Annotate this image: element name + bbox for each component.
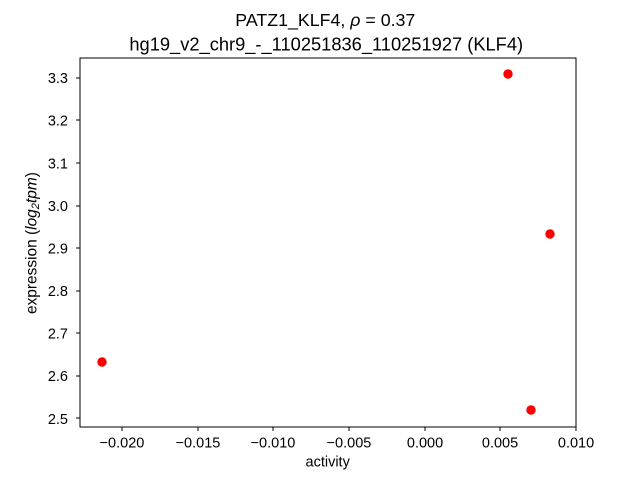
svg-text:3.0: 3.0	[48, 199, 68, 215]
svg-text:3.1: 3.1	[48, 156, 68, 172]
svg-text:3.3: 3.3	[48, 71, 68, 87]
svg-text:expression (log2tpm): expression (log2tpm)	[24, 172, 43, 314]
svg-text:0.005: 0.005	[482, 436, 518, 452]
svg-text:0.010: 0.010	[558, 436, 594, 452]
svg-text:2.5: 2.5	[48, 412, 68, 428]
svg-text:PATZ1_KLF4, ρ = 0.37: PATZ1_KLF4, ρ = 0.37	[235, 10, 415, 31]
svg-text:−0.005: −0.005	[327, 436, 372, 452]
svg-text:−0.015: −0.015	[176, 436, 221, 452]
svg-text:2.8: 2.8	[48, 284, 68, 300]
svg-text:2.9: 2.9	[48, 241, 68, 257]
svg-text:0.000: 0.000	[407, 436, 443, 452]
svg-text:−0.020: −0.020	[100, 436, 145, 452]
svg-text:−0.010: −0.010	[251, 436, 296, 452]
svg-text:2.6: 2.6	[48, 369, 68, 385]
svg-text:hg19_v2_chr9_-_110251836_11025: hg19_v2_chr9_-_110251836_110251927 (KLF4…	[129, 33, 523, 55]
svg-text:3.2: 3.2	[48, 114, 68, 130]
svg-text:2.7: 2.7	[48, 327, 68, 343]
svg-text:activity: activity	[306, 455, 351, 471]
